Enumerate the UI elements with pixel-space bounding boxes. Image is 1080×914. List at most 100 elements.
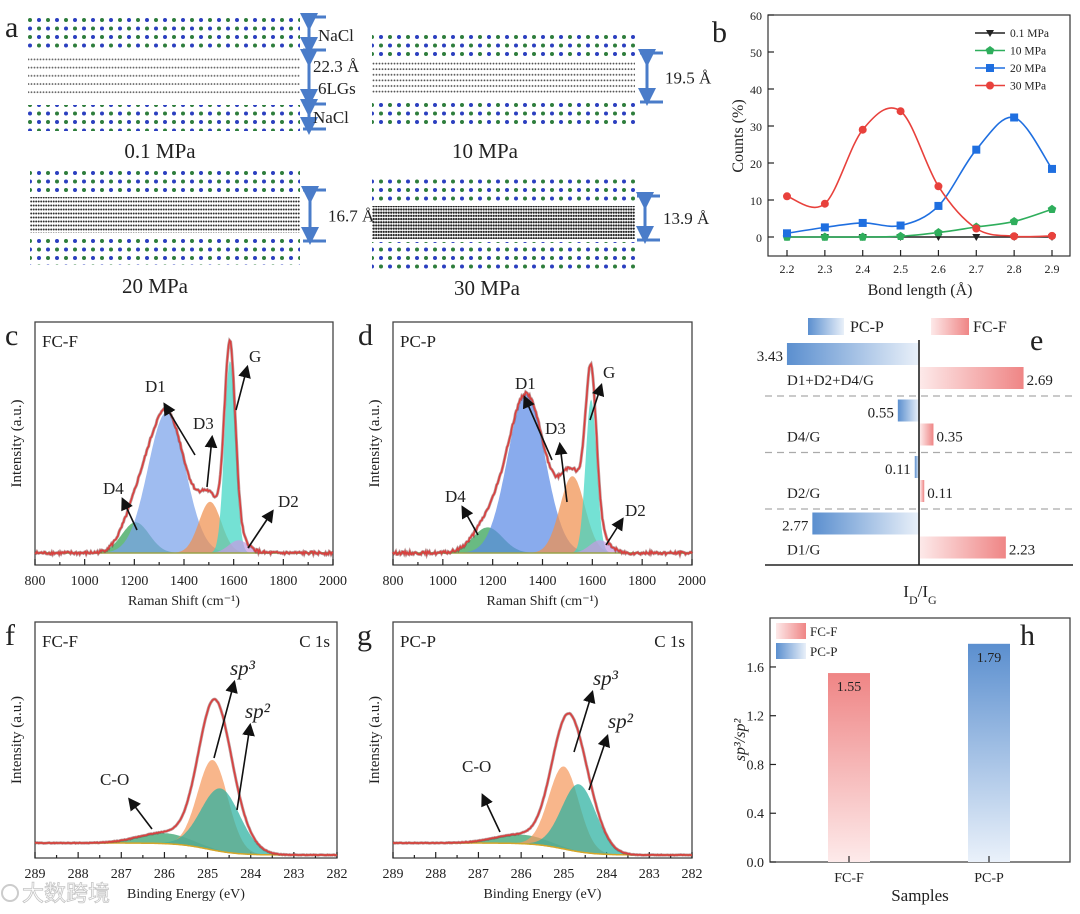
nacl-layer-bottom: [28, 105, 300, 131]
x-tick-label: 288: [68, 867, 89, 882]
annotation-arrow: [128, 797, 153, 830]
x-tick-label: 1000: [71, 574, 99, 589]
md-snapshot: [372, 33, 635, 128]
y-tick-label: 40: [750, 83, 762, 97]
legend-label: 20 MPa: [1010, 63, 1046, 75]
peak-label: sp²: [245, 699, 271, 723]
nacl-layer-bottom: [372, 242, 635, 269]
x-tick-label: 1800: [269, 574, 297, 589]
x-tick-label: 2000: [678, 574, 706, 589]
plot-frame: [767, 14, 1071, 257]
watermark-logo-icon: [1, 884, 19, 902]
panel-label: a: [5, 11, 18, 44]
y-axis-label: Intensity (a.u.): [9, 696, 25, 784]
data-point: [820, 232, 830, 241]
nacl-layer-top: [372, 175, 635, 203]
peak-sp3: [393, 766, 692, 855]
panel-label: b: [712, 16, 727, 49]
annotation-arrow: [554, 441, 568, 503]
bar-pc-p: [897, 399, 919, 422]
annotation-arrow: [461, 505, 479, 536]
graphene-layers: [30, 197, 300, 233]
x-tick-label: 283: [283, 867, 304, 882]
x-axis-label: Raman Shift (cm⁻¹): [128, 594, 240, 609]
x-tick-label: PC-P: [974, 871, 1004, 886]
x-tick-label: 2.8: [1007, 262, 1022, 276]
md-snapshot: [28, 17, 300, 131]
x-tick-label: 1000: [429, 574, 457, 589]
data-point: [896, 221, 905, 230]
x-tick-label: 287: [468, 867, 489, 882]
graphene-layers: [372, 206, 635, 239]
annotation-arrow: [236, 722, 255, 811]
annotation-arrow: [589, 382, 605, 421]
x-tick-label: 284: [596, 867, 617, 882]
x-axis-label: Samples: [891, 886, 949, 905]
plot-frame: [34, 621, 338, 859]
sample-label: PC-P: [400, 332, 436, 351]
x-tick-label: 282: [682, 867, 703, 882]
nacl-layer-bottom: [372, 100, 635, 128]
nacl-layer-top: [372, 33, 635, 59]
x-tick-label: 1200: [479, 574, 507, 589]
bar-value-label: 1.79: [977, 651, 1002, 666]
pressure-label: 0.1 MPa: [124, 139, 196, 163]
series-30-MPa: [783, 81, 1056, 241]
graphene-label: 6LGs: [318, 79, 356, 98]
spacing-label: 16.7 Å: [328, 207, 375, 226]
y-axis-label: Counts (%): [730, 99, 747, 172]
legend-swatch: [776, 643, 806, 659]
x-tick-label: 800: [383, 574, 404, 589]
data-point: [1048, 231, 1056, 240]
legend-label: FC-F: [810, 624, 837, 639]
category-label: D4/G: [787, 430, 821, 446]
pressure-label: 10 MPa: [452, 139, 519, 163]
legend-label: 10 MPa: [1010, 46, 1046, 58]
peak-label: G: [603, 363, 615, 382]
baseline: [35, 842, 337, 856]
x-tick-label: 2.6: [931, 262, 946, 276]
annotation-arrow: [121, 497, 138, 531]
x-tick-label: 286: [154, 867, 175, 882]
peak-D4: [393, 527, 692, 553]
bar-value-label: 1.55: [837, 680, 862, 695]
bar-fc-f: [920, 423, 934, 446]
nacl-label: NaCl: [313, 108, 349, 127]
nacl-label: NaCl: [318, 26, 354, 45]
y-axis-label: Intensity (a.u.): [367, 696, 383, 784]
peak-D1: [393, 394, 692, 553]
x-tick-label: 285: [553, 867, 574, 882]
bar-value-label: 3.43: [757, 349, 783, 365]
peak-label: D4: [103, 479, 124, 498]
x-tick-label: 283: [639, 867, 660, 882]
x-tick-label: 285: [197, 867, 218, 882]
x-tick-label: 1600: [220, 574, 248, 589]
peak-label: D4: [445, 487, 466, 506]
sample-label: FC-F: [42, 632, 78, 651]
fit-envelope: [392, 712, 693, 857]
legend-label: FC-F: [973, 319, 1007, 336]
bar-value-label: 2.77: [782, 519, 809, 535]
annotation-arrow: [213, 679, 238, 759]
annotation-arrow: [573, 689, 596, 753]
series-line: [786, 116, 1053, 235]
x-tick-label: 287: [111, 867, 132, 882]
data-point: [858, 125, 867, 134]
md-snapshot: [372, 175, 635, 269]
y-tick-label: 1.6: [747, 661, 765, 676]
data-point: [896, 231, 905, 240]
bar-pc-p: [968, 643, 1010, 862]
peak-label: D1: [145, 377, 166, 396]
annotation-arrow: [588, 733, 610, 791]
data-point: [858, 218, 867, 227]
x-axis-label-part: /I: [918, 582, 929, 601]
panel-label: h: [1020, 619, 1035, 652]
peak-sp2: [35, 788, 337, 855]
peak-label: sp³: [230, 656, 256, 680]
x-tick-label: 2.3: [817, 262, 832, 276]
core-level-label: C 1s: [299, 632, 330, 651]
annotation-arrow: [522, 395, 553, 461]
bar-pc-p: [786, 343, 919, 365]
panel-label: d: [358, 319, 373, 352]
peak-label: G: [249, 347, 261, 366]
